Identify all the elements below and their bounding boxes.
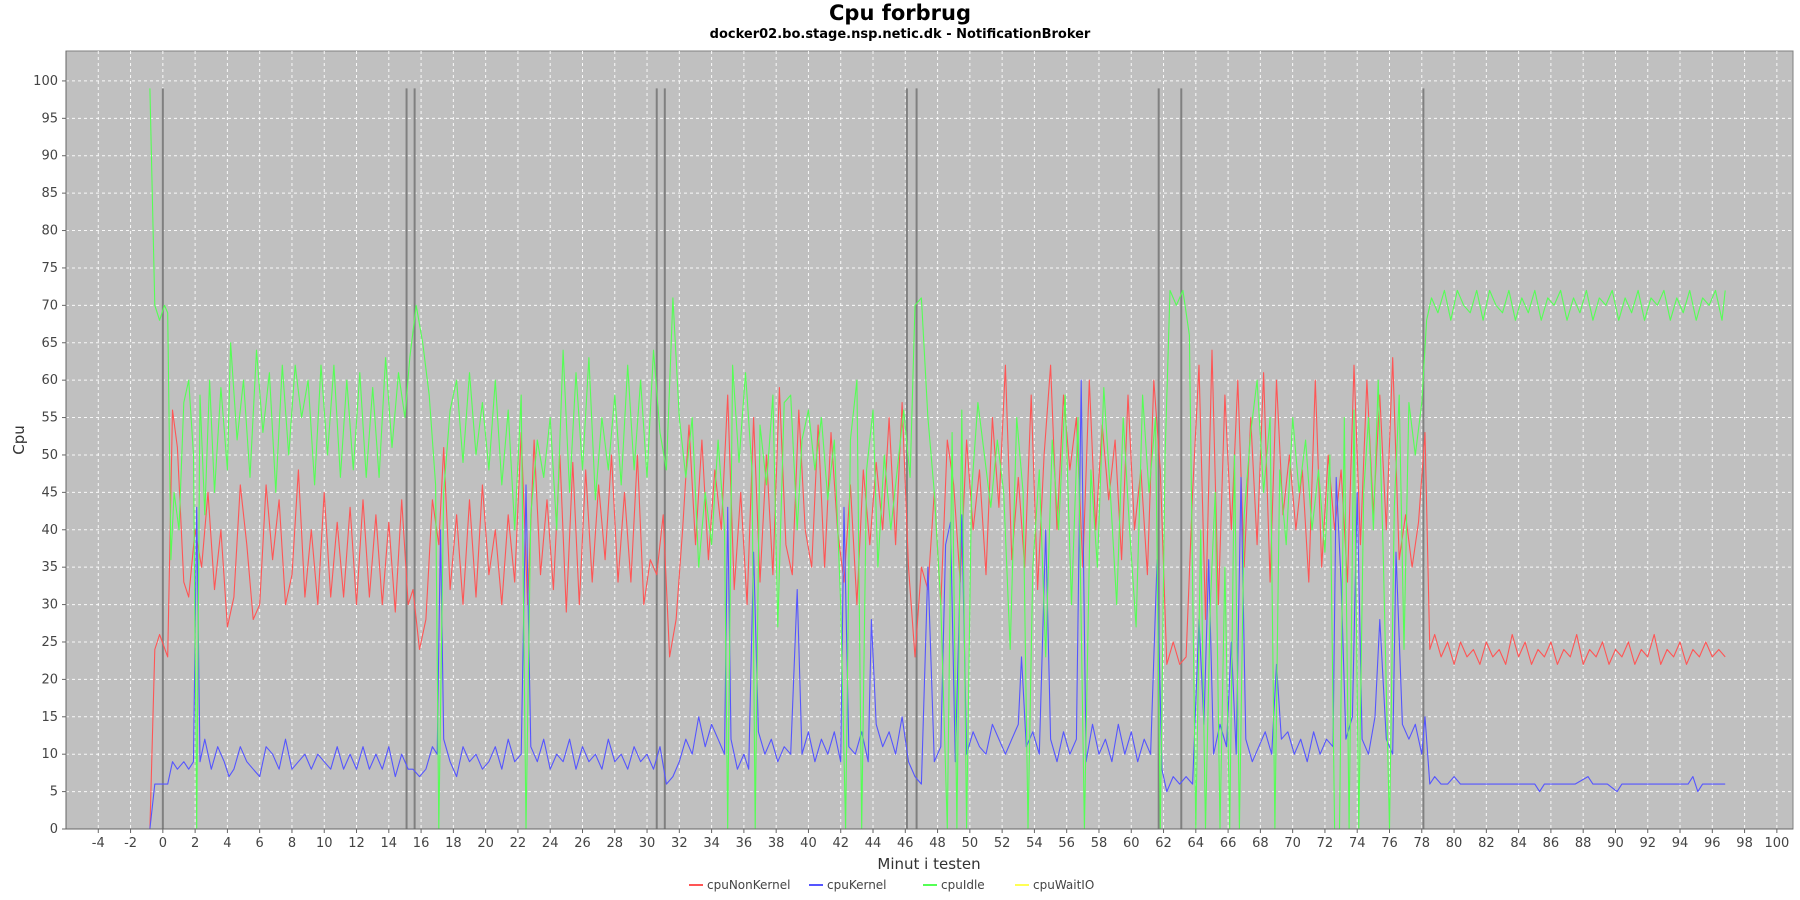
x-tick-label: 64 xyxy=(1188,836,1205,851)
x-tick-label: 48 xyxy=(929,836,946,851)
x-tick-label: 12 xyxy=(348,836,365,851)
y-tick-label: 100 xyxy=(33,74,58,89)
y-tick-label: 90 xyxy=(41,149,58,164)
x-tick-label: 16 xyxy=(413,836,430,851)
x-tick-label: 76 xyxy=(1381,836,1398,851)
x-tick-label: 4 xyxy=(223,836,231,851)
y-tick-label: 10 xyxy=(41,747,58,762)
x-tick-label: 18 xyxy=(445,836,462,851)
y-tick-label: 45 xyxy=(41,485,58,500)
x-tick-label: 74 xyxy=(1349,836,1366,851)
y-tick-label: 50 xyxy=(41,448,58,463)
y-tick-label: 40 xyxy=(41,523,58,538)
x-tick-label: 8 xyxy=(288,836,296,851)
x-tick-label: 98 xyxy=(1736,836,1753,851)
y-tick-label: 15 xyxy=(41,710,58,725)
y-tick-label: 20 xyxy=(41,672,58,687)
x-tick-label: 86 xyxy=(1543,836,1560,851)
x-tick-label: 58 xyxy=(1091,836,1108,851)
x-tick-label: 72 xyxy=(1317,836,1334,851)
x-tick-label: 14 xyxy=(381,836,398,851)
legend-label-cpuKernel: cpuKernel xyxy=(827,878,887,892)
x-tick-label: 6 xyxy=(256,836,264,851)
y-tick-label: 70 xyxy=(41,298,58,313)
x-tick-label: 60 xyxy=(1123,836,1140,851)
y-tick-label: 30 xyxy=(41,598,58,613)
y-tick-label: 35 xyxy=(41,560,58,575)
x-tick-label: 78 xyxy=(1414,836,1431,851)
x-axis-label: Minut i testen xyxy=(877,855,980,873)
x-tick-label: 68 xyxy=(1252,836,1269,851)
x-tick-label: 94 xyxy=(1672,836,1689,851)
x-tick-label: 92 xyxy=(1639,836,1656,851)
legend: cpuNonKernel cpuKernel cpuIdle cpuWaitIO xyxy=(689,878,1094,892)
x-tick-label: 62 xyxy=(1155,836,1172,851)
x-tick-label: 80 xyxy=(1446,836,1463,851)
x-tick-label: 82 xyxy=(1478,836,1495,851)
x-tick-label: 20 xyxy=(477,836,494,851)
axis-layer: 0510152025303540455055606570758085909510… xyxy=(33,51,1793,851)
x-tick-label: 88 xyxy=(1575,836,1592,851)
x-tick-label: 44 xyxy=(865,836,882,851)
legend-label-cpuIdle: cpuIdle xyxy=(941,878,985,892)
y-tick-label: 65 xyxy=(41,336,58,351)
x-tick-label: 84 xyxy=(1510,836,1527,851)
y-tick-label: 0 xyxy=(50,822,58,837)
y-tick-label: 80 xyxy=(41,224,58,239)
x-tick-label: 56 xyxy=(1058,836,1075,851)
x-tick-label: 30 xyxy=(639,836,656,851)
x-tick-label: 40 xyxy=(800,836,817,851)
chart-title: Cpu forbrug xyxy=(829,1,971,25)
x-tick-label: 66 xyxy=(1220,836,1237,851)
x-tick-label: 2 xyxy=(191,836,199,851)
x-tick-label: 54 xyxy=(1026,836,1043,851)
y-tick-label: 25 xyxy=(41,635,58,650)
x-tick-label: 26 xyxy=(574,836,591,851)
chart-subtitle: docker02.bo.stage.nsp.netic.dk - Notific… xyxy=(710,27,1091,42)
x-tick-label: 50 xyxy=(962,836,979,851)
y-tick-label: 5 xyxy=(50,785,58,800)
legend-label-cpuWaitIO: cpuWaitIO xyxy=(1033,878,1094,892)
x-tick-label: 32 xyxy=(671,836,688,851)
x-tick-label: 24 xyxy=(542,836,559,851)
x-tick-label: 70 xyxy=(1284,836,1301,851)
y-axis-label: Cpu xyxy=(10,425,28,455)
x-tick-label: 42 xyxy=(832,836,849,851)
x-tick-label: 36 xyxy=(736,836,753,851)
x-tick-label: 52 xyxy=(994,836,1011,851)
x-tick-label: 38 xyxy=(768,836,785,851)
x-tick-label: 46 xyxy=(897,836,914,851)
x-tick-label: 10 xyxy=(316,836,333,851)
legend-label-cpuNonKernel: cpuNonKernel xyxy=(707,878,790,892)
x-tick-label: 96 xyxy=(1704,836,1721,851)
x-tick-label: 0 xyxy=(159,836,167,851)
x-tick-label: 90 xyxy=(1607,836,1624,851)
y-tick-label: 95 xyxy=(41,111,58,126)
y-tick-label: 55 xyxy=(41,411,58,426)
y-tick-label: 60 xyxy=(41,373,58,388)
x-tick-label: 34 xyxy=(703,836,720,851)
x-tick-label: -4 xyxy=(92,836,105,851)
x-tick-label: -2 xyxy=(124,836,137,851)
series-line-cpuKernel xyxy=(149,379,1726,830)
y-tick-label: 75 xyxy=(41,261,58,276)
x-tick-label: 28 xyxy=(606,836,623,851)
x-tick-label: 100 xyxy=(1764,836,1789,851)
y-tick-label: 85 xyxy=(41,186,58,201)
series-line-cpuIdle xyxy=(149,88,1726,830)
x-tick-label: 22 xyxy=(510,836,527,851)
